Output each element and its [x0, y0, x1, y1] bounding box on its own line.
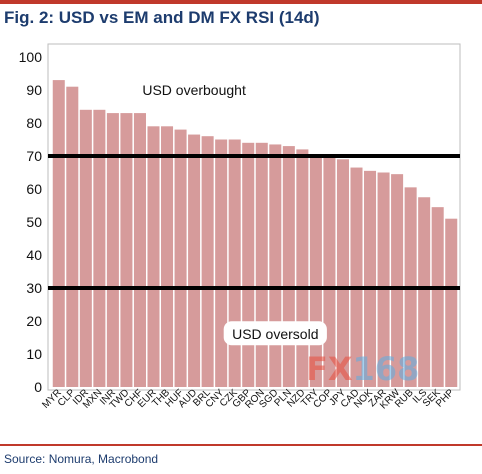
bar-brl: [201, 136, 214, 387]
y-tick-label: 20: [26, 313, 42, 329]
y-tick-label: 40: [26, 247, 42, 263]
bar-idr: [79, 109, 92, 388]
bar-huf: [174, 129, 187, 387]
bar-nok: [364, 170, 377, 387]
bar-myr: [52, 80, 65, 387]
bar-sek: [431, 207, 444, 387]
overbought-label: USD overbought: [142, 82, 246, 98]
y-tick-label: 70: [26, 148, 42, 164]
bar-thb: [161, 126, 174, 388]
bar-ron: [255, 142, 268, 387]
watermark-168: 168: [353, 350, 420, 388]
bar-chf: [133, 113, 146, 387]
source-note: Source: Nomura, Macrobond: [4, 452, 159, 466]
bar-eur: [147, 126, 160, 388]
y-tick-label: 50: [26, 214, 42, 230]
bar-pln: [282, 146, 295, 387]
bar-php: [445, 218, 458, 387]
y-tick-label: 100: [19, 49, 43, 65]
bar-inr: [106, 113, 119, 387]
bar-twd: [120, 113, 133, 387]
watermark-fx: FX: [306, 350, 353, 388]
bar-sgd: [269, 144, 282, 387]
y-tick-label: 60: [26, 181, 42, 197]
annotation-box: [223, 321, 327, 346]
figure-title: Fig. 2: USD vs EM and DM FX RSI (14d): [4, 8, 320, 27]
y-tick-label: 10: [26, 346, 42, 362]
bar-cad: [350, 167, 363, 387]
bar-czk: [228, 139, 241, 387]
y-tick-label: 90: [26, 82, 42, 98]
bar-jpy: [336, 159, 349, 387]
bar-gbp: [242, 142, 255, 387]
bar-aud: [188, 134, 201, 387]
bar-krw: [391, 174, 404, 387]
bar-mxn: [93, 109, 106, 388]
bar-ils: [418, 197, 431, 387]
bottom-rule: [0, 444, 482, 446]
bar-zar: [377, 172, 390, 387]
top-rule: [0, 0, 482, 4]
oversold-label: USD oversold: [232, 326, 318, 342]
bar-clp: [66, 86, 79, 387]
bar-cny: [215, 139, 228, 387]
y-tick-label: 80: [26, 115, 42, 131]
y-tick-label: 0: [34, 379, 42, 395]
fx168-watermark: FX168: [306, 350, 419, 388]
y-tick-label: 30: [26, 280, 42, 296]
